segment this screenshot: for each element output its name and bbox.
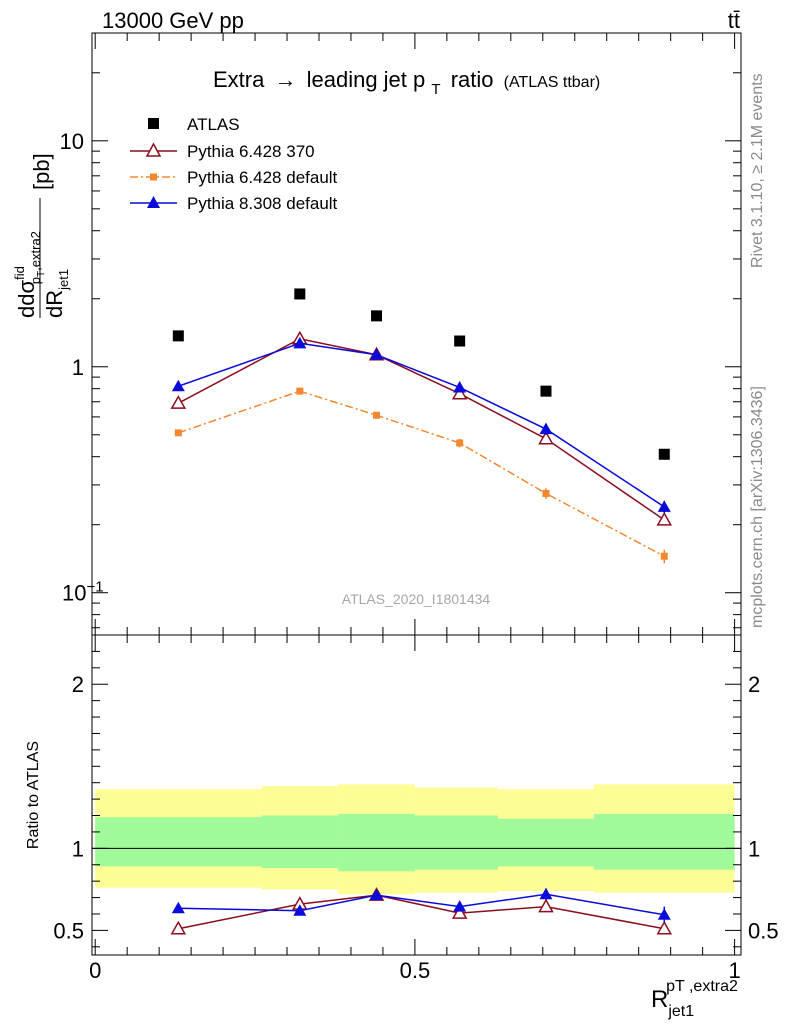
- data-point-atlas: [172, 330, 184, 342]
- ratio-y-tick-label-left: 2: [72, 672, 84, 697]
- side-label-rivet: Rivet 3.1.10, ≥ 2.1M events: [749, 73, 766, 268]
- data-point-pythia-6-428-default: [296, 387, 304, 395]
- uncertainty-band-stat: [498, 818, 594, 867]
- main-title: Extra → leading jet p T ratio (ATLAS ttb…: [213, 67, 600, 99]
- ratio-y-tick-label-right: 0.5: [748, 918, 779, 943]
- ratio-panel-frame: [91, 634, 742, 956]
- title-ratio: ratio: [451, 67, 494, 92]
- data-point-pythia-8-308-default: [657, 500, 671, 512]
- uncertainty-band-stat: [414, 815, 499, 870]
- data-point-pythia-8-308-default: [370, 348, 384, 360]
- title-arrow: →: [274, 67, 296, 92]
- data-point-atlas: [540, 385, 552, 397]
- main-panel-series: [170, 288, 673, 564]
- title-extra: Extra: [213, 67, 265, 92]
- ratio-y-label: Ratio to ATLAS: [25, 741, 42, 849]
- data-point-pythia-6-428-default: [373, 411, 381, 419]
- legend-entry-pythia8-default: Pythia 8.308 default: [130, 194, 338, 213]
- ratio-line-pythia-6-428-370: [178, 894, 665, 930]
- x-tick-label: 1: [728, 958, 740, 983]
- ratio-point-pythia-8-308-default: [539, 887, 553, 900]
- y-label-denominator: dRjet1: [42, 269, 71, 318]
- series-line-pythia-6-428-370: [177, 337, 665, 521]
- data-point-pythia-6-428-default: [542, 489, 550, 497]
- data-point-pythia-6-428-default: [660, 552, 668, 560]
- data-point-pythia-6-428-370: [170, 395, 187, 409]
- data-point-pythia-6-428-370: [451, 385, 468, 400]
- header-energy: 13000 GeV pp: [102, 8, 244, 33]
- data-point-atlas: [294, 288, 306, 300]
- series-line-pythia-6-428-default: [178, 390, 665, 557]
- legend-marker-pythia6-default: [150, 173, 157, 181]
- ratio-point-pythia-6-428-370: [538, 898, 554, 913]
- ratio-point-pythia-6-428-370: [170, 920, 187, 935]
- ratio-point-pythia-8-308-default: [171, 901, 185, 914]
- ratio-y-tick-label-left: 0.5: [53, 918, 84, 943]
- title-leading-jet: leading jet p: [307, 67, 426, 92]
- title-subscript: T: [431, 81, 440, 98]
- analysis-watermark: ATLAS_2020_I1801434: [342, 591, 491, 607]
- ratio-y-tick-label-right: 2: [748, 672, 760, 697]
- legend-entry-pythia6-370: Pythia 6.428 370: [130, 142, 315, 161]
- legend-entry-atlas: ATLAS: [148, 115, 240, 134]
- ratio-panel-series: [170, 887, 673, 935]
- y-tick-label: 1: [72, 355, 84, 380]
- ratio-line-pythia-8-308-default: [178, 893, 665, 916]
- ratio-point-pythia-6-428-370: [451, 905, 468, 919]
- legend-entry-pythia6-default: Pythia 6.428 default: [130, 168, 338, 187]
- side-label-mcplots: mcplots.cern.ch [arXiv:1306.3436]: [749, 386, 766, 628]
- data-point-pythia-6-428-370: [656, 511, 673, 526]
- ratio-point-pythia-8-308-default: [370, 888, 384, 901]
- data-point-atlas: [371, 310, 383, 322]
- ratio-point-pythia-8-308-default: [293, 904, 307, 916]
- legend-label-pythia6-default: Pythia 6.428 default: [187, 168, 338, 187]
- x-tick-label: 0: [89, 958, 101, 983]
- header-process: tt̄: [728, 8, 740, 33]
- x-tick-label: 0.5: [400, 958, 431, 983]
- data-point-pythia-6-428-370: [538, 430, 554, 445]
- ratio-point-pythia-8-308-default: [657, 908, 671, 920]
- legend-label-pythia6-370: Pythia 6.428 370: [187, 142, 315, 161]
- legend-label-atlas: ATLAS: [187, 115, 240, 134]
- legend-marker-pythia6-370: [145, 142, 162, 157]
- legend: ATLAS Pythia 6.428 370 Pythia 6.428 defa…: [130, 115, 338, 213]
- uncertainty-band-stat: [261, 815, 339, 869]
- series-line-pythia-8-308-default: [178, 342, 665, 508]
- uncertainty-band-stat: [338, 813, 415, 872]
- title-subtitle: (ATLAS ttbar): [504, 74, 601, 91]
- y-axis-label: ddσfidpT,extra2 dRjet1 [pb]: [12, 153, 71, 318]
- ratio-y-tick-label-left: 1: [72, 836, 84, 861]
- legend-marker-atlas: [148, 118, 159, 129]
- main-panel-axes: 10 1 10−1: [60, 32, 742, 636]
- uncertainty-band-stat: [593, 813, 735, 870]
- data-point-pythia-8-308-default: [539, 422, 553, 435]
- x-axis-label: Rjet1pT ,extra2: [651, 978, 738, 1020]
- ratio-panel-axes: 2 21 10.5 0.50 0.5 1: [53, 634, 779, 983]
- legend-marker-pythia8-default: [147, 196, 160, 208]
- data-point-pythia-8-308-default: [171, 379, 185, 392]
- data-point-pythia-6-428-default: [456, 439, 464, 447]
- uncertainty-band-stat: [95, 817, 262, 867]
- ratio-point-pythia-6-428-370: [656, 920, 673, 935]
- ratio-panel-bands: [95, 784, 735, 895]
- legend-label-pythia8-default: Pythia 8.308 default: [187, 194, 338, 213]
- data-point-atlas: [658, 448, 670, 460]
- y-label-unit: [pb]: [29, 153, 54, 190]
- y-tick-label: 10−1: [62, 579, 104, 606]
- data-point-pythia-8-308-default: [453, 380, 467, 393]
- data-point-pythia-6-428-default: [174, 429, 182, 437]
- y-label-numerator: ddσfidpT,extra2: [12, 231, 47, 318]
- ratio-y-tick-label-right: 1: [748, 836, 760, 861]
- ratio-point-pythia-8-308-default: [453, 900, 467, 912]
- y-tick-label: 10: [60, 129, 84, 154]
- data-point-pythia-8-308-default: [293, 336, 307, 349]
- data-point-atlas: [454, 335, 466, 347]
